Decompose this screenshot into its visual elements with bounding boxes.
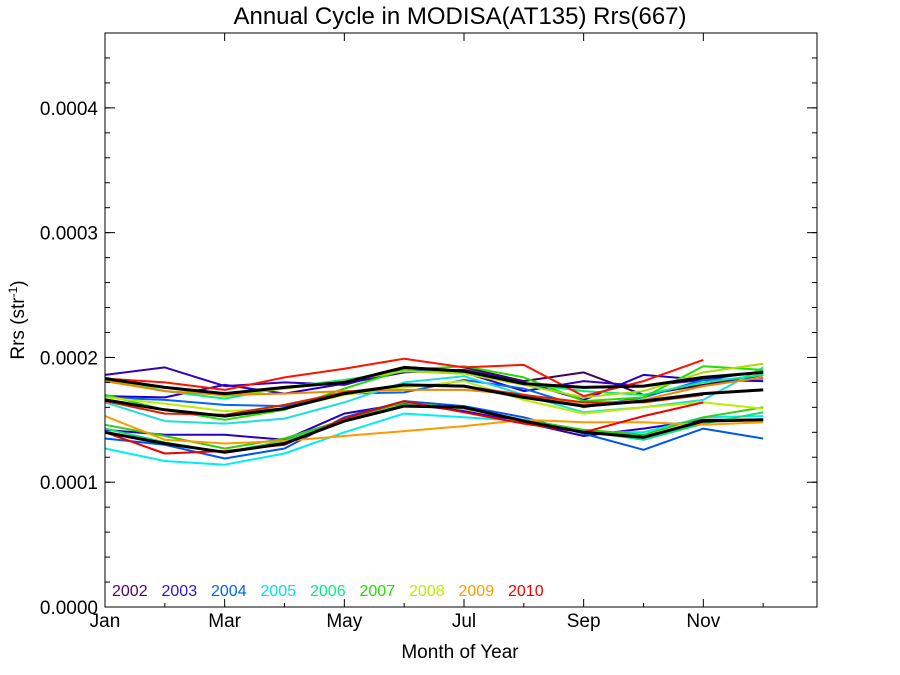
legend-entry-2010: 2010 (508, 583, 544, 600)
x-tick-label: May (326, 611, 362, 632)
mean-line-0 (104, 365, 764, 396)
x-tick-label: Nov (686, 611, 720, 632)
y-axis-label-close: ) (8, 280, 29, 286)
x-tick-label: Jul (452, 611, 476, 632)
series-line-2010-16 (104, 400, 704, 455)
y-tick-label: 0.0002 (40, 348, 98, 369)
mean-line-1 (104, 383, 764, 418)
series-line-2009-14 (104, 415, 764, 445)
x-tick-label: Jan (90, 611, 121, 632)
legend-entry-2008: 2008 (409, 583, 445, 600)
plot-frame (104, 32, 818, 608)
y-axis-label-main: Rrs (str (8, 297, 29, 360)
x-axis-label: Month of Year (401, 642, 519, 663)
legend-entry-2006: 2006 (310, 583, 346, 600)
legend-entry-2005: 2005 (261, 583, 297, 600)
mean-layer (104, 365, 764, 454)
y-axis-label-sup: -1 (6, 286, 20, 297)
legend-entry-2003: 2003 (162, 583, 198, 600)
legend-entry-2004: 2004 (211, 583, 247, 600)
axes-layer: Jan Mar May Jul Sep Nov 0.0000 0.0001 0.0002 0.00… (40, 32, 817, 632)
series-line-2009-15 (104, 376, 764, 406)
x-tick-label: Sep (567, 611, 601, 632)
x-tick-label: Mar (208, 611, 241, 632)
legend-entry-2007: 2007 (360, 583, 396, 600)
y-tick-label: 0.0003 (40, 224, 98, 245)
y-axis-label: Rrs (str-1) (6, 280, 29, 359)
legend: 2002 2003 2004 2005 2006 2007 2008 2009 2010 (112, 583, 544, 600)
legend-entry-2009: 2009 (459, 583, 495, 600)
y-tick-label: 0.0001 (40, 473, 98, 494)
series-line-2004-4 (104, 400, 764, 460)
series-line-2010-17 (104, 357, 704, 398)
series-line-2005-6 (104, 412, 764, 466)
legend-entry-2002: 2002 (112, 583, 148, 600)
y-tick-label: 0.0004 (40, 99, 99, 120)
mean-line-2 (104, 404, 764, 454)
chart-title: Annual Cycle in MODISA(AT135) Rrs(667) (233, 3, 686, 30)
y-tick-label: 0.0000 (40, 598, 98, 619)
